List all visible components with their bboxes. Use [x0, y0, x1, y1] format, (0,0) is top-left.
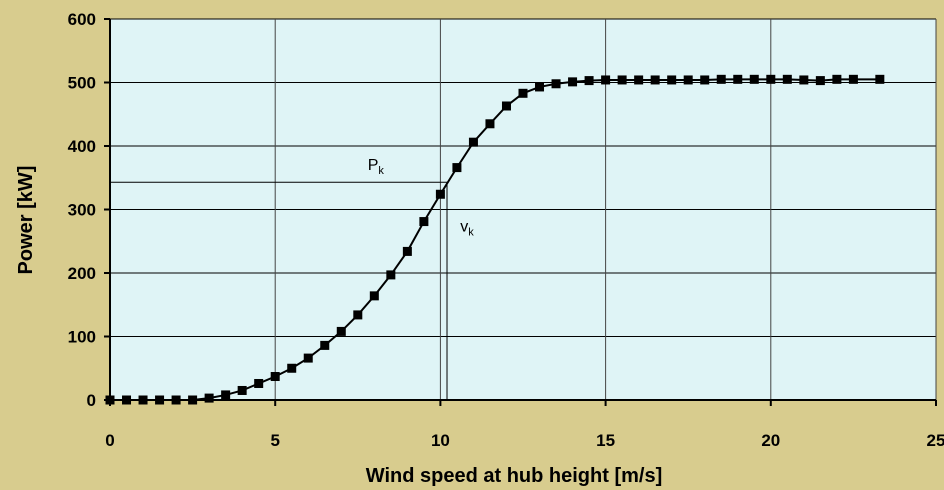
data-point — [601, 75, 611, 85]
data-point — [188, 395, 198, 405]
data-point — [105, 395, 115, 405]
data-point — [204, 393, 214, 403]
data-point — [716, 74, 726, 84]
data-point — [518, 88, 528, 98]
data-point — [832, 74, 842, 84]
series-group — [105, 74, 885, 405]
data-point — [452, 163, 462, 173]
data-point — [667, 75, 677, 85]
data-point — [815, 76, 825, 86]
data-point — [584, 76, 594, 86]
data-point — [353, 310, 363, 320]
y-tick-label: 200 — [68, 264, 96, 283]
y-axis-title: Power [kW] — [15, 166, 37, 275]
data-point — [733, 74, 743, 84]
data-point — [700, 75, 710, 85]
x-tick-label: 15 — [596, 431, 615, 450]
data-point — [535, 82, 545, 92]
y-tick-label: 500 — [68, 74, 96, 93]
x-tick-label: 20 — [761, 431, 780, 450]
y-tick-label: 400 — [68, 137, 96, 156]
data-point — [435, 189, 445, 199]
data-point — [122, 395, 132, 405]
annotation-vk: vk — [460, 219, 474, 239]
data-point — [634, 75, 644, 85]
x-axis-title: Wind speed at hub height [m/s] — [366, 465, 662, 487]
data-point — [848, 74, 858, 84]
data-point — [171, 395, 181, 405]
x-tick-label: 5 — [270, 431, 279, 450]
data-point — [501, 101, 511, 111]
data-point — [468, 137, 478, 147]
data-point — [782, 74, 792, 84]
data-point — [551, 79, 561, 89]
data-point — [875, 74, 885, 84]
axes — [104, 18, 937, 406]
data-point — [303, 353, 313, 363]
data-point — [270, 372, 280, 382]
y-tick-label: 300 — [68, 201, 96, 220]
reference-lines — [110, 181, 448, 400]
data-point — [155, 395, 165, 405]
data-point — [386, 270, 396, 280]
data-point — [221, 390, 231, 400]
data-point — [799, 75, 809, 85]
data-point — [683, 75, 693, 85]
data-point — [402, 246, 412, 256]
tick-labels: 0 100 200 300 400 500 600 0 5 10 15 20 25 — [68, 10, 944, 450]
data-point — [419, 217, 429, 227]
x-tick-label: 10 — [431, 431, 450, 450]
data-point — [254, 378, 264, 388]
annotations: Pk vk — [368, 157, 475, 239]
data-point — [138, 395, 148, 405]
y-tick-label: 600 — [68, 10, 96, 29]
annotation-pk: Pk — [368, 157, 385, 177]
x-tick-label: 25 — [927, 431, 944, 450]
data-point — [766, 74, 776, 84]
data-point — [237, 385, 247, 395]
data-point — [369, 291, 379, 301]
data-point — [336, 326, 346, 336]
data-point — [749, 74, 759, 84]
data-point — [320, 340, 330, 350]
data-point — [568, 77, 578, 87]
data-point — [287, 363, 297, 373]
y-tick-label: 0 — [87, 391, 96, 410]
data-point — [650, 75, 660, 85]
x-tick-label: 0 — [105, 431, 114, 450]
data-point — [617, 75, 627, 85]
data-point — [485, 119, 495, 129]
y-tick-label: 100 — [68, 328, 96, 347]
